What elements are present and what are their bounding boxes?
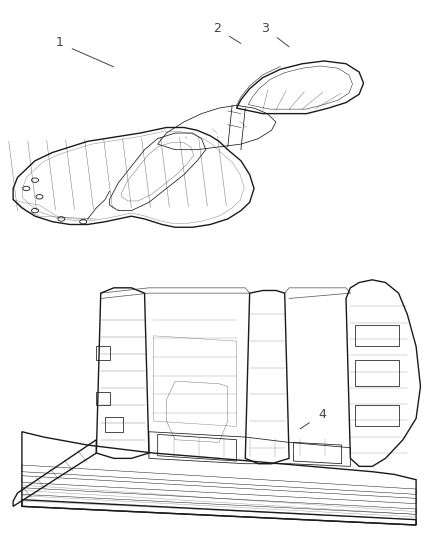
- Bar: [96, 346, 110, 360]
- Text: 2: 2: [213, 22, 241, 43]
- Bar: [355, 325, 399, 346]
- Bar: [105, 417, 123, 432]
- Text: 1: 1: [55, 36, 113, 67]
- Text: 4: 4: [300, 408, 326, 429]
- Bar: [355, 405, 399, 426]
- Text: 3: 3: [261, 22, 289, 47]
- Bar: [96, 392, 110, 405]
- Bar: [355, 360, 399, 386]
